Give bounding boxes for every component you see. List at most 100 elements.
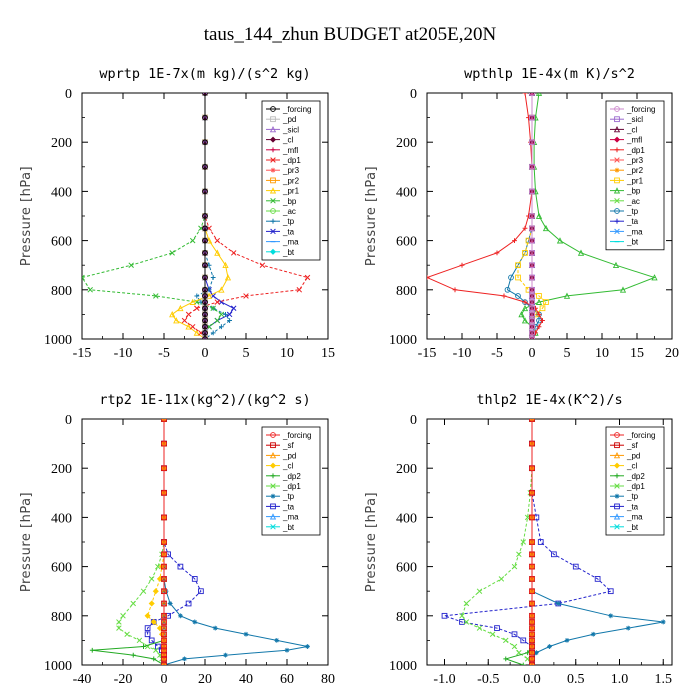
data-point: [489, 631, 496, 638]
legend-marker: [270, 157, 276, 163]
x-tick-label: -20: [114, 672, 133, 687]
data-point: [224, 274, 232, 281]
data-point: [521, 317, 529, 324]
y-tick-label: 200: [396, 462, 417, 477]
data-point: [529, 250, 535, 256]
y-tick-label: 800: [51, 284, 72, 299]
data-point: [529, 612, 535, 619]
legend-marker: [613, 125, 621, 133]
x-tick-label: 10: [280, 346, 294, 361]
legend-label: _tp: [282, 492, 295, 501]
data-point: [551, 551, 557, 558]
data-point: [529, 465, 535, 472]
data-point: [223, 312, 228, 317]
legend-label: _tp: [282, 217, 295, 226]
legend-marker: [270, 442, 276, 449]
data-point: [529, 551, 535, 558]
y-tick-label: 1000: [44, 659, 72, 674]
data-point: [202, 188, 208, 195]
data-point: [202, 317, 208, 324]
legend-label: _sicl: [282, 125, 299, 134]
data-point: [161, 619, 167, 625]
data-point: [547, 644, 552, 649]
data-point: [660, 619, 666, 625]
legend-label: _dp2: [626, 472, 645, 481]
data-point: [494, 625, 500, 631]
x-tick-label: 5: [243, 346, 250, 361]
data-point: [529, 163, 535, 170]
legend-marker: [270, 116, 276, 123]
data-point: [130, 652, 136, 658]
data-point: [181, 317, 188, 324]
data-point: [529, 419, 535, 422]
x-tick-label: 5: [564, 346, 571, 361]
series-line: [461, 419, 533, 665]
data-point: [148, 576, 155, 582]
x-tick-label: 0.0: [523, 672, 541, 687]
data-point: [504, 286, 511, 293]
data-point: [89, 647, 95, 653]
data-point: [161, 637, 167, 644]
data-point: [498, 576, 505, 582]
legend-label: _bt: [282, 523, 295, 532]
legend-label: _cl: [282, 462, 293, 471]
data-point: [130, 600, 137, 607]
data-point: [223, 652, 228, 658]
data-point: [148, 600, 155, 607]
data-point: [501, 293, 507, 299]
x-tick-label: -10: [114, 346, 133, 361]
legend-marker: [614, 177, 620, 184]
data-point: [555, 601, 561, 606]
legend-marker: [269, 451, 277, 459]
legend-label: _forcing: [626, 105, 655, 114]
data-point: [191, 576, 198, 582]
data-point: [144, 612, 151, 619]
y-axis-label: Pressure [hPa]: [19, 166, 34, 266]
data-point: [153, 647, 159, 653]
data-point: [185, 600, 192, 607]
data-point: [651, 274, 658, 281]
data-point: [230, 250, 237, 256]
legend-marker: [614, 493, 620, 499]
y-tick-label: 400: [396, 185, 417, 200]
data-point: [173, 317, 180, 324]
x-tick-label: -5: [158, 346, 170, 361]
chart-panel-1: wprtp 1E-7x(m kg)/(s^2 kg) Pressure [hPa]…: [19, 66, 335, 361]
data-point: [161, 662, 167, 665]
y-tick-label: 200: [51, 462, 72, 477]
y-tick-label: 800: [51, 610, 72, 625]
legend-marker: [614, 503, 620, 510]
x-tick-label: 1.5: [655, 672, 673, 687]
data-point: [189, 298, 196, 305]
legend: _forcing_pd_sicl_cl_mfl_dp1_pr3_pr2_pr1_…: [261, 100, 321, 261]
data-point: [226, 311, 233, 318]
legend-label: _pr2: [626, 166, 644, 175]
legend: _forcing_sf_pd _cl_dp2_dp1_tp_ta _ma_bt: [261, 426, 321, 536]
legend-label: _dp1: [626, 146, 645, 155]
data-point: [529, 225, 535, 232]
y-tick-label: 600: [396, 235, 417, 250]
legend-label: _forcing: [282, 105, 311, 114]
legend-marker: [270, 167, 276, 173]
legend-marker: [614, 198, 620, 204]
data-point: [87, 287, 93, 293]
data-point: [202, 274, 208, 281]
data-point: [212, 625, 218, 631]
legend-marker: [269, 187, 277, 194]
data-point: [537, 539, 544, 545]
data-point: [594, 576, 601, 582]
data-point: [116, 625, 122, 631]
legend-label: _tp: [626, 492, 639, 501]
data-point: [529, 237, 535, 244]
y-tick-label: 400: [51, 511, 72, 526]
data-point: [529, 311, 535, 318]
data-point: [529, 336, 535, 339]
legend-label: _dp2: [282, 472, 301, 481]
legend-label: _dp1: [626, 482, 645, 491]
data-point: [202, 139, 208, 146]
data-point: [202, 330, 208, 336]
data-point: [529, 305, 535, 312]
series-group: [441, 419, 666, 665]
legend-marker: [614, 208, 620, 214]
x-tick-label: -10: [453, 346, 472, 361]
